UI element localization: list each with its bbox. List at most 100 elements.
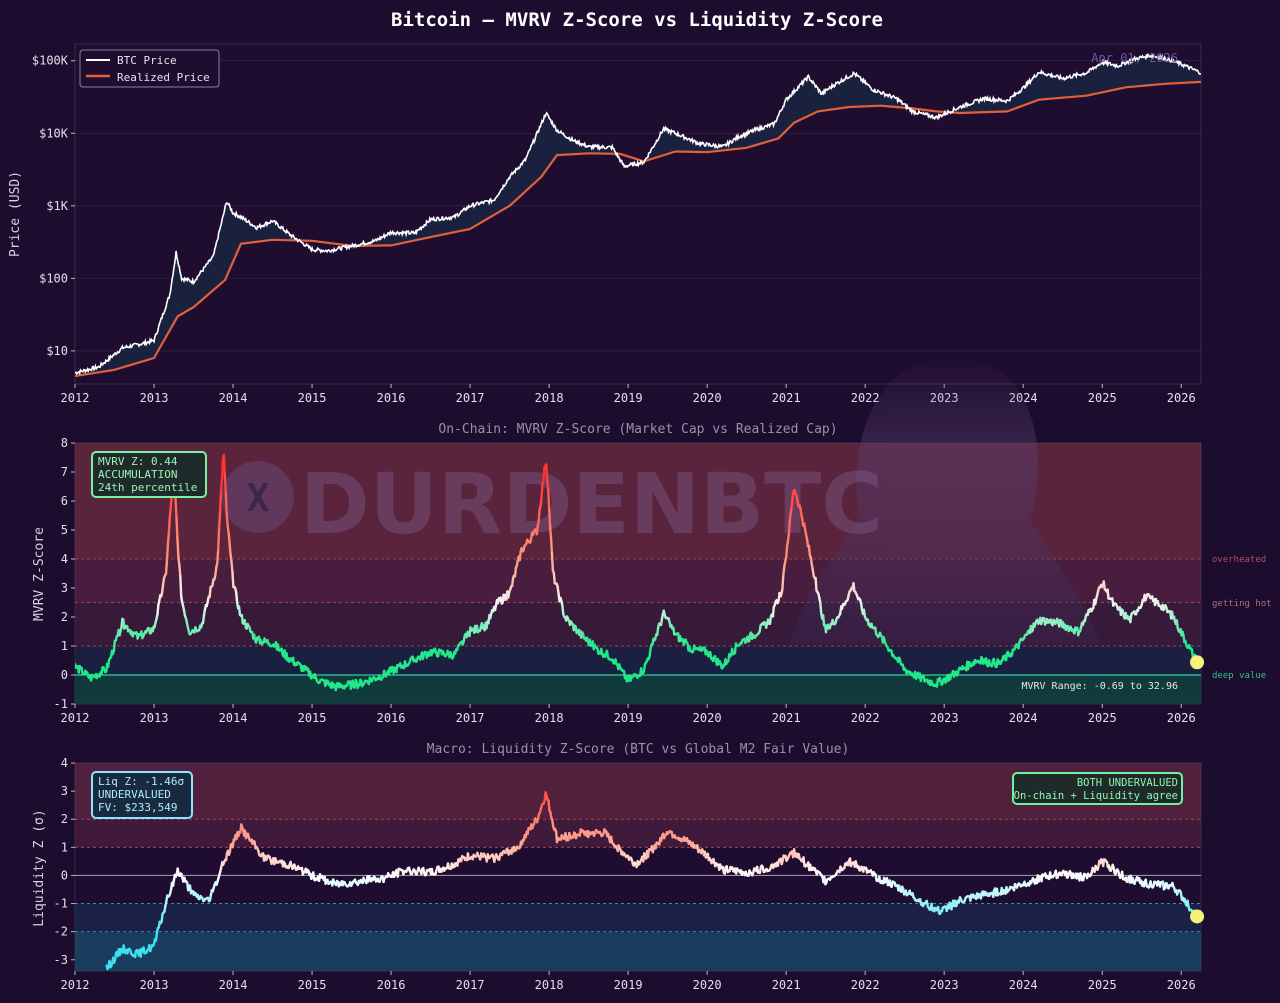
line-segment xyxy=(174,497,178,520)
mvrv-info-line-3: 24th percentile xyxy=(98,481,197,494)
x-tick-label: 2019 xyxy=(614,978,643,992)
line-segment xyxy=(545,463,549,482)
x-tick-label: 2025 xyxy=(1088,391,1117,405)
mvrv-line xyxy=(75,453,1198,692)
x-tick-label: 2024 xyxy=(1009,711,1038,725)
x-tick-label: 2022 xyxy=(851,978,880,992)
y-tick-label: 3 xyxy=(61,784,68,798)
x-tick-label: 2026 xyxy=(1167,391,1196,405)
line-segment xyxy=(176,536,180,559)
line-segment xyxy=(642,663,647,673)
y-tick-label: 2 xyxy=(61,812,68,826)
x-tick-label: 2017 xyxy=(456,391,485,405)
line-segment xyxy=(240,613,245,625)
line-segment xyxy=(229,552,233,563)
zone-undervalued xyxy=(75,931,1201,971)
line-segment xyxy=(234,591,239,604)
line-segment xyxy=(546,479,550,491)
line-segment xyxy=(807,544,812,557)
mvrv-x-ticks: 2012 2013 2014 2015 2016 2017 2018 2019 2020 2021… xyxy=(61,704,1196,725)
liquidity-panel-title: Macro: Liquidity Z-Score (BTC vs Global … xyxy=(427,742,850,757)
line-segment xyxy=(748,632,752,643)
y-tick-label: 0 xyxy=(61,868,68,882)
line-segment xyxy=(547,488,551,509)
date-stamp: Apr 01, 2026 xyxy=(1091,51,1178,65)
zone-label-deep-value: deep value xyxy=(1212,671,1266,681)
x-tick-label: 2015 xyxy=(298,978,327,992)
mvrv-y-ticks: -1 0 1 2 3 4 5 6 7 8 xyxy=(54,436,75,711)
line-segment xyxy=(160,582,165,594)
y-tick-label: 1 xyxy=(61,639,68,653)
y-tick-label: 1 xyxy=(61,840,68,854)
line-segment xyxy=(782,565,786,577)
line-segment xyxy=(547,799,551,812)
y-tick-label: -1 xyxy=(54,897,68,911)
line-segment xyxy=(222,453,227,475)
line-segment xyxy=(787,517,792,534)
x-tick-label: 2014 xyxy=(219,711,248,725)
line-segment xyxy=(218,491,223,513)
line-segment xyxy=(112,639,117,653)
x-tick-label: 2012 xyxy=(61,391,90,405)
chart-title: Bitcoin — MVRV Z-Score vs Liquidity Z-Sc… xyxy=(391,9,883,31)
line-segment xyxy=(814,576,818,592)
x-tick-label: 2014 xyxy=(219,978,248,992)
zone-fair-value xyxy=(75,646,1201,675)
price-y-axis-label: Price (USD) xyxy=(8,171,23,257)
x-tick-label: 2014 xyxy=(219,391,248,405)
x-tick-label: 2018 xyxy=(535,391,564,405)
line-segment xyxy=(224,491,228,515)
line-segment xyxy=(646,848,651,859)
line-segment xyxy=(802,856,806,868)
x-tick-label: 2025 xyxy=(1088,978,1117,992)
liquidity-current-marker xyxy=(1190,909,1205,924)
line-segment xyxy=(167,516,172,534)
status-box-frame xyxy=(1012,772,1183,805)
mvrv-range-note: MVRV Range: -0.69 to 32.96 xyxy=(1021,681,1178,692)
x-tick-label: 2025 xyxy=(1088,711,1117,725)
y-tick-label: 6 xyxy=(61,494,68,508)
x-tick-label: 2017 xyxy=(456,978,485,992)
line-segment xyxy=(550,551,555,572)
legend-label-btc: BTC Price xyxy=(117,54,177,67)
realized-price-line xyxy=(75,80,1201,378)
liquidity-info-line-1: Liq Z: -1.46σ xyxy=(98,775,184,788)
status-line-2: On-chain + Liquidity agree xyxy=(1014,790,1178,802)
line-segment xyxy=(166,531,171,546)
x-tick-label: 2015 xyxy=(298,711,327,725)
liquidity-info-box-frame xyxy=(91,771,193,819)
mvrv-info-line-1: MVRV Z: 0.44 xyxy=(98,455,178,468)
legend-box xyxy=(79,49,220,88)
line-segment xyxy=(549,536,554,555)
x-tick-label: 2020 xyxy=(693,391,722,405)
line-segment xyxy=(771,605,775,618)
line-segment xyxy=(768,614,773,625)
line-segment xyxy=(790,494,794,508)
y-tick-label: 0 xyxy=(61,668,68,682)
x-tick-label: 2022 xyxy=(851,711,880,725)
x-tick-label: 2023 xyxy=(930,978,959,992)
line-segment xyxy=(230,560,234,573)
x-tick-label: 2019 xyxy=(614,391,643,405)
x-tick-label: 2019 xyxy=(614,711,643,725)
line-segment xyxy=(537,508,541,523)
y-tick-label: 7 xyxy=(61,465,68,479)
line-segment xyxy=(396,867,400,878)
x-tick-label: 2023 xyxy=(930,711,959,725)
line-segment xyxy=(164,558,169,576)
zone-label-getting-hot: getting hot xyxy=(1212,599,1272,609)
liquidity-x-ticks: 2012 2013 2014 2015 2016 2017 2018 2019 2020 2021… xyxy=(61,971,1196,992)
line-segment xyxy=(168,505,173,519)
watermark-handle: DURDENBTC xyxy=(300,455,883,553)
line-segment xyxy=(513,567,518,578)
x-tick-label: 2026 xyxy=(1167,711,1196,725)
line-segment xyxy=(548,525,553,539)
x-tick-label: 2022 xyxy=(851,391,880,405)
y-tick-label: $100K xyxy=(32,54,69,68)
x-tick-label: 2012 xyxy=(61,978,90,992)
line-segment xyxy=(1102,580,1107,591)
liquidity-panel: -3 -2 -1 0 1 2 3 4 2012 2013 2014 2015 2016 2017 2018… xyxy=(32,756,1205,992)
x-tick-label: 2020 xyxy=(693,978,722,992)
line-segment xyxy=(201,614,206,625)
price-gridlines xyxy=(75,60,1201,352)
